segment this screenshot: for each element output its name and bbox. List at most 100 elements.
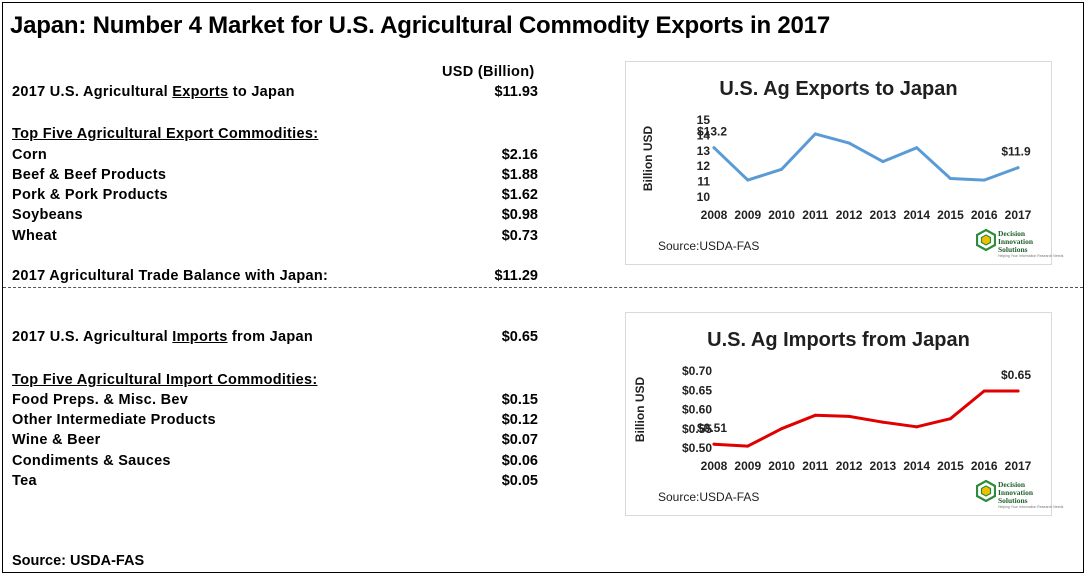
data-point (780, 167, 784, 171)
company-logo: Decision Innovation Solutions Helping Yo… (976, 229, 1063, 259)
exports-label-post: to Japan (228, 84, 295, 100)
imports-label-key: Imports (172, 329, 228, 345)
list-item-value: $0.98 (501, 207, 538, 223)
logo-line: Solutions (998, 245, 1028, 254)
y-axis-label: Billion USD (641, 126, 655, 192)
y-tick-label: 14 (697, 128, 711, 142)
x-tick-label: 2008 (701, 459, 728, 473)
data-label: $11.9 (1001, 145, 1031, 159)
x-tick-label: 2016 (971, 459, 998, 473)
exports-top-heading: Top Five Agricultural Export Commodities… (12, 126, 319, 142)
list-item-value: $0.15 (501, 392, 538, 408)
x-tick-label: 2015 (937, 459, 964, 473)
data-point (813, 413, 817, 417)
logo-line: Decision (998, 229, 1026, 238)
y-tick-label: $0.65 (682, 383, 712, 397)
exports-label-key: Exports (172, 84, 229, 100)
y-tick-label: 12 (697, 159, 711, 173)
list-item-value: $1.88 (501, 167, 538, 183)
x-tick-label: 2010 (768, 459, 795, 473)
list-item: Tea (12, 473, 37, 489)
logo-icon (976, 229, 996, 251)
y-tick-label: $0.55 (682, 422, 712, 436)
data-point (881, 420, 885, 424)
logo-text: Decision Innovation Solutions (998, 481, 1033, 505)
list-item-value: $1.62 (501, 187, 538, 203)
x-tick-label: 2010 (768, 208, 795, 222)
x-tick-label: 2016 (971, 208, 998, 222)
list-item: Condiments & Sauces (12, 453, 171, 469)
series-line (712, 132, 1020, 182)
imports-total-label: 2017 U.S. Agricultural Imports from Japa… (12, 329, 313, 345)
list-item: Other Intermediate Products (12, 412, 216, 428)
x-tick-label: 2011 (802, 459, 828, 473)
y-tick-label: $0.50 (682, 441, 712, 455)
logo-line: Innovation (998, 237, 1034, 246)
chart-title: U.S. Ag Exports to Japan (719, 78, 958, 100)
data-point (712, 442, 716, 446)
imports-chart: U.S. Ag Imports from Japan $0.50 $0.55 $0.… (625, 312, 1063, 516)
x-tick-label: 2017 (1005, 208, 1032, 222)
imports-total-value: $0.65 (501, 329, 538, 345)
logo-icon (976, 480, 996, 502)
x-tick-label: 2012 (836, 459, 863, 473)
data-point (982, 178, 986, 182)
x-tick-label: 2014 (903, 459, 930, 473)
data-label: $13.2 (697, 125, 727, 139)
list-item: Beef & Beef Products (12, 167, 167, 183)
list-item: Wine & Beer (12, 432, 101, 448)
data-point (847, 414, 851, 418)
imports-label-post: from Japan (227, 329, 314, 345)
data-point (915, 425, 919, 429)
x-tick-label: 2008 (701, 208, 728, 222)
imports-chart-svg: $0.50 $0.55 $0.60 $0.65 $0.70 Billion USD 2008… (633, 364, 1032, 473)
exports-total-label: 2017 U.S. Agricultural Exports to Japan (12, 84, 295, 100)
data-point (1016, 166, 1020, 170)
data-point (813, 132, 817, 136)
exports-total-value: $11.93 (494, 84, 538, 100)
chart-title: U.S. Ag Imports from Japan (707, 329, 970, 351)
imports-top-heading: Top Five Agricultural Import Commodities… (12, 372, 318, 388)
logo-tagline: Helping Your Information Research Needs (998, 505, 1064, 509)
trade-balance-label: 2017 Agricultural Trade Balance with Jap… (12, 268, 329, 284)
data-point (915, 146, 919, 150)
list-item: Wheat (12, 228, 57, 244)
data-label: $0.65 (1001, 368, 1031, 382)
imports-label-pre: 2017 U.S. Agricultural (12, 329, 173, 345)
x-tick-label: 2017 (1005, 459, 1032, 473)
page-title: Japan: Number 4 Market for U.S. Agricult… (10, 12, 830, 39)
x-tick-label: 2009 (734, 208, 761, 222)
x-tick-label: 2013 (870, 208, 897, 222)
list-item: Pork & Pork Products (12, 187, 168, 203)
data-point (948, 417, 952, 421)
data-point (1016, 389, 1020, 393)
list-item: Food Preps. & Misc. Bev (12, 392, 189, 408)
y-tick-label: 15 (697, 113, 711, 127)
exports-chart: U.S. Ag Exports to Japan 10 11 12 13 14 15 Bil… (625, 61, 1063, 265)
logo-tagline: Helping Your Information Research Needs (998, 254, 1064, 258)
list-item-value: $0.73 (501, 228, 538, 244)
x-tick-label: 2011 (802, 208, 828, 222)
data-point (847, 141, 851, 145)
data-label: $0.51 (697, 421, 727, 435)
list-item-value: $0.06 (501, 453, 538, 469)
x-tick-label: 2014 (903, 208, 930, 222)
chart-source: Source:USDA-FAS (658, 490, 760, 504)
data-point (712, 146, 716, 150)
trade-balance-value: $11.29 (494, 268, 538, 284)
x-tick-label: 2012 (836, 208, 863, 222)
unit-header: USD (Billion) (442, 64, 535, 80)
page-source: Source: USDA-FAS (12, 553, 145, 569)
y-tick-label: $0.70 (682, 364, 712, 378)
list-item: Soybeans (12, 207, 83, 223)
y-tick-label: $0.60 (682, 403, 712, 417)
series-line (712, 389, 1020, 448)
y-tick-label: 10 (697, 190, 711, 204)
logo-line: Solutions (998, 496, 1028, 505)
logo-text: Decision Innovation Solutions (998, 230, 1033, 254)
company-logo: Decision Innovation Solutions Helping Yo… (976, 480, 1063, 510)
data-point (982, 389, 986, 393)
list-item: Corn (12, 147, 48, 163)
